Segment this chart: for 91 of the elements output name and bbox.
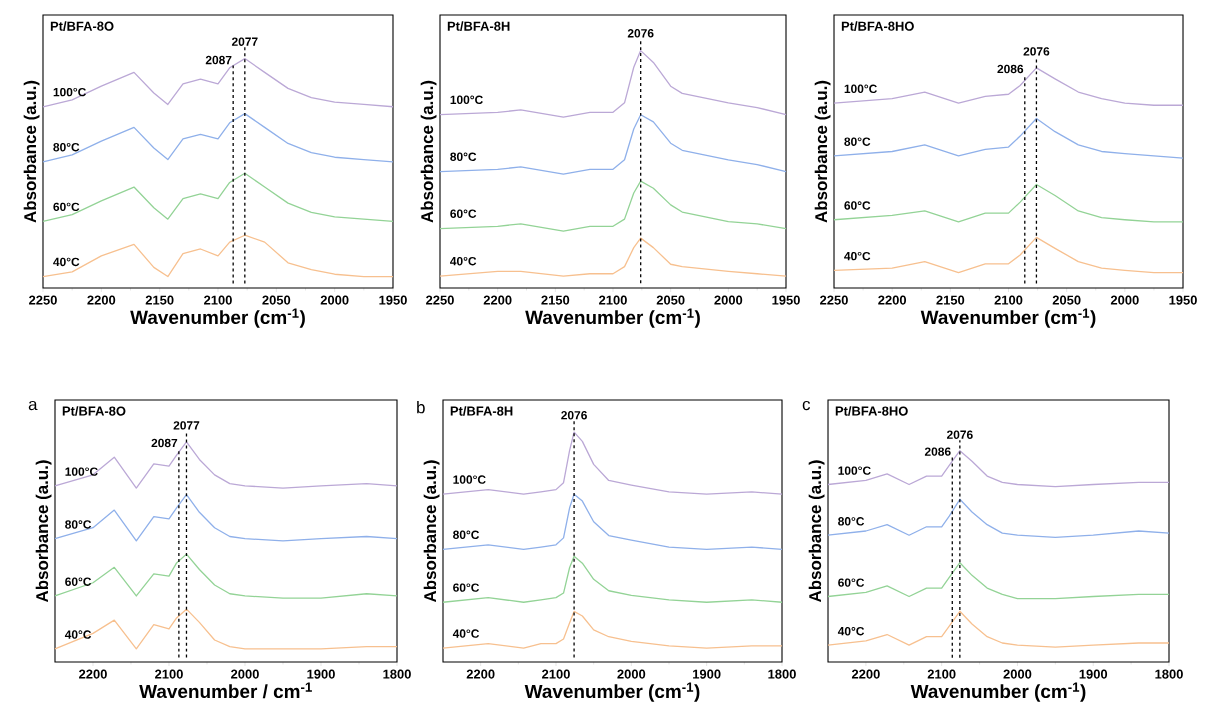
x-tick-label: 2000 [1110,295,1139,305]
series-label: 40°C [837,626,865,636]
series-label: 100°C [838,466,871,475]
series-label: 100°C [65,467,98,476]
y-axis-title: Absorbance (a.u.) [814,80,831,223]
x-tick-label: 2100 [599,295,627,305]
chart-title: Pt/BFA-8HO [835,406,908,416]
series-label: 80°C [53,142,80,152]
x-tick-label: 2200 [79,669,107,679]
x-axis-title: Wavenumber (cm$^{-1}$) [910,682,1086,702]
x-tick-label: 2100 [927,669,956,679]
x-tick-label: 2000 [320,295,349,305]
chart-title: Pt/BFA-8O [50,21,114,31]
x-tick-label: 2200 [87,295,116,305]
series-label: 80°C [838,517,865,526]
ref-line-label: 2076 [1023,47,1050,56]
series-label: 60°C [450,209,477,218]
x-tick-label: 2050 [1052,295,1081,305]
x-tick-label: 2150 [936,295,965,305]
x-tick-label: 2150 [541,295,570,305]
x-tick-label: 2200 [466,669,495,679]
series-label: 80°C [453,530,480,539]
series-label: 80°C [450,152,477,161]
series-label: 40°C [452,629,480,638]
x-tick-label: 2000 [1003,669,1032,679]
series-label: 40°C [844,251,871,261]
x-tick-label: 2000 [714,295,743,305]
series-label: 60°C [53,202,80,212]
x-tick-label: 1800 [768,669,796,679]
x-tick-label: 1950 [379,295,407,305]
x-tick-label: 1800 [1155,669,1183,679]
x-tick-label: 2250 [29,295,57,305]
y-axis-title: Absorbance (a.u.) [35,460,52,603]
series-label: 100°C [53,87,86,97]
series-label: 100°C [450,95,483,104]
x-tick-label: 2100 [204,295,232,305]
x-tick-label: 2000 [231,669,259,679]
ref-line-label: 2087 [205,55,232,65]
x-tick-label: 2050 [656,295,685,305]
series-label: 60°C [844,201,871,210]
ref-line-label: 2076 [627,29,654,38]
x-axis-title: Wavenumber (cm$^{-1}$) [920,308,1096,328]
x-tick-label: 2050 [262,295,291,305]
x-tick-label: 2100 [155,669,183,679]
series-label: 80°C [65,520,92,529]
x-tick-label: 2150 [145,295,174,305]
y-axis-title: Absorbance (a.u.) [23,80,40,223]
ref-line-label: 2086 [997,64,1024,74]
series-label: 100°C [453,475,486,484]
y-axis-title: Absorbance (a.u.) [420,80,437,223]
text: c [802,400,811,411]
x-tick-label: 2250 [820,295,848,305]
x-axis-title: Wavenumber (cm$^{-1}$) [524,682,700,702]
series-label: 60°C [838,578,865,587]
x-tick-label: 1800 [383,669,411,679]
series-label: 60°C [453,583,480,592]
series-label: 60°C [65,577,92,586]
x-tick-label: 1950 [1169,295,1197,305]
ref-line-label: 2076 [946,430,973,439]
x-axis-title: Wavenumber (cm$^{-1}$) [130,308,305,328]
chart-title: Pt/BFA-8H [450,406,513,416]
series-label: 100°C [844,84,877,94]
y-axis-title: Absorbance (a.u.) [808,460,825,603]
chart-title: Pt/BFA-8O [62,406,126,416]
x-tick-label: 2200 [483,295,512,305]
x-tick-label: 2200 [878,295,907,305]
chart-title: Pt/BFA-8HO [841,21,914,31]
series-label: 40°C [64,630,92,639]
chart-title: Pt/BFA-8H [447,21,510,31]
ref-line-label: 2086 [924,447,951,456]
x-tick-label: 2000 [617,669,646,679]
series-label: 40°C [53,257,80,267]
x-tick-label: 1950 [772,295,800,305]
x-tick-label: 2200 [851,669,880,679]
series-label: 80°C [844,137,871,146]
x-tick-label: 1900 [1079,669,1108,679]
ref-line-label: 2076 [561,411,587,420]
ref-line-label: 2087 [151,438,178,448]
x-tick-label: 1900 [307,669,335,679]
x-axis-title: Wavenumber (cm$^{-1}$) [525,308,700,328]
series-label: 40°C [450,256,477,266]
y-axis-title: Absorbance (a.u.) [423,460,440,603]
ref-line-label: 2077 [231,37,258,46]
x-axis-title: Wavenumber / cm$^{-1}$ [139,682,312,699]
x-tick-label: 2100 [994,295,1023,305]
x-tick-label: 2250 [426,295,454,305]
x-tick-label: 2100 [542,669,570,679]
ref-line-label: 2077 [173,421,200,430]
text: a [28,400,38,411]
x-tick-label: 1900 [693,669,721,679]
text: b [417,400,425,414]
